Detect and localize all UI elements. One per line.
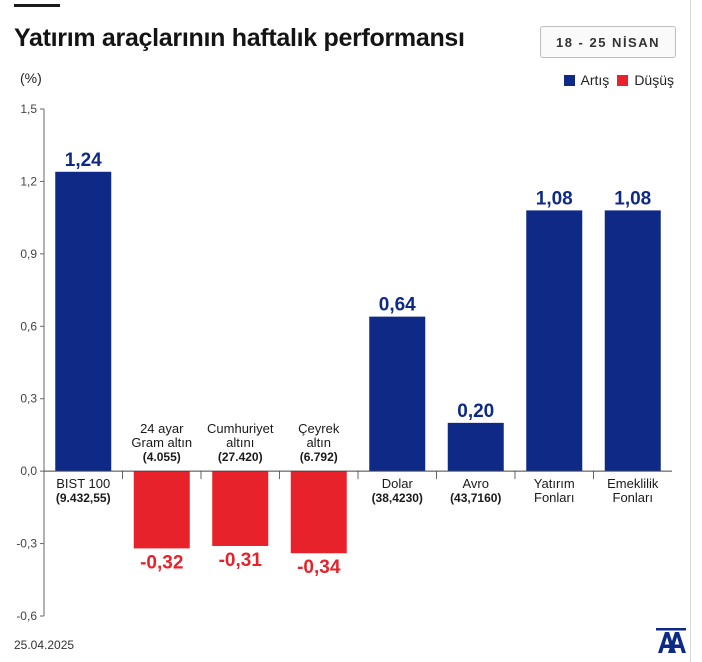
bar (55, 171, 112, 472)
bar (369, 316, 426, 472)
bar-value-label: 0,20 (457, 401, 494, 422)
category-label: (38,4230) (372, 491, 423, 505)
category-label: Dolar (382, 476, 414, 491)
category-label: altın (306, 435, 331, 450)
legend-item-decrease: Düşüş (617, 72, 674, 88)
category-label: Çeyrek (298, 421, 340, 436)
bars (55, 171, 661, 554)
category-label: Yatırım (534, 476, 575, 491)
category-label: (27.420) (218, 450, 263, 464)
bar (604, 210, 661, 472)
bar-value-label: -0,31 (219, 550, 263, 571)
y-ticks: 1,5 1,2 0,9 0,6 0,3 0,0 -0,3 -0,6 (16, 102, 45, 623)
y-tick-label: 0,9 (20, 247, 37, 261)
bar-value-label: 1,08 (536, 188, 573, 209)
category-label: Fonları (613, 490, 653, 505)
category-label: Cumhuriyet (207, 421, 274, 436)
legend-item-increase: Artış (563, 72, 610, 88)
category-label: (6.792) (300, 450, 338, 464)
bar-value-label: 0,64 (379, 295, 416, 316)
legend-label-decrease: Düşüş (634, 72, 674, 88)
bar-value-label: -0,34 (297, 557, 341, 578)
legend-label-increase: Artış (580, 72, 610, 88)
bar (290, 471, 347, 554)
date-range-badge: 18 - 25 NİSAN (540, 26, 676, 58)
bar (212, 471, 269, 546)
category-label: altını (226, 435, 254, 450)
bar (447, 422, 504, 472)
bar-value-label: 1,08 (614, 188, 651, 209)
aa-logo (656, 628, 686, 653)
category-label: (43,7160) (450, 491, 501, 505)
y-tick-label: -0,3 (16, 537, 37, 551)
y-tick-label: 1,2 (20, 174, 37, 188)
value-labels: 1,24 -0,32 -0,31 -0,34 0,64 0,20 1,08 1,08 (65, 150, 651, 578)
category-label: BIST 100 (56, 476, 110, 491)
category-label: Fonları (534, 490, 574, 505)
y-tick-label: 1,5 (20, 102, 37, 116)
category-label: (9.432,55) (56, 491, 111, 505)
y-tick-label: 0,3 (20, 392, 37, 406)
accent-bar (14, 4, 60, 7)
category-label: 24 ayar (140, 421, 184, 436)
legend: Artış Düşüş (556, 72, 674, 88)
legend-swatch-increase (563, 74, 575, 86)
category-label: Emeklilik (607, 476, 659, 491)
bar-value-label: 1,24 (65, 150, 102, 171)
bar-value-label: -0,32 (140, 552, 183, 573)
bar (133, 471, 190, 549)
footer-date: 25.04.2025 (14, 638, 75, 652)
y-tick-label: 0,0 (20, 464, 37, 478)
category-label: Gram altın (131, 435, 192, 450)
y-tick-label: -0,6 (16, 609, 37, 623)
bar (526, 210, 583, 472)
category-label: (4.055) (143, 450, 181, 464)
y-tick-label: 0,6 (20, 319, 37, 333)
legend-swatch-decrease (617, 74, 629, 86)
chart-title: Yatırım araçlarının haftalık performansı (14, 24, 465, 52)
y-axis-label: (%) (20, 70, 42, 86)
separators (122, 471, 594, 480)
category-label: Avro (463, 476, 490, 491)
